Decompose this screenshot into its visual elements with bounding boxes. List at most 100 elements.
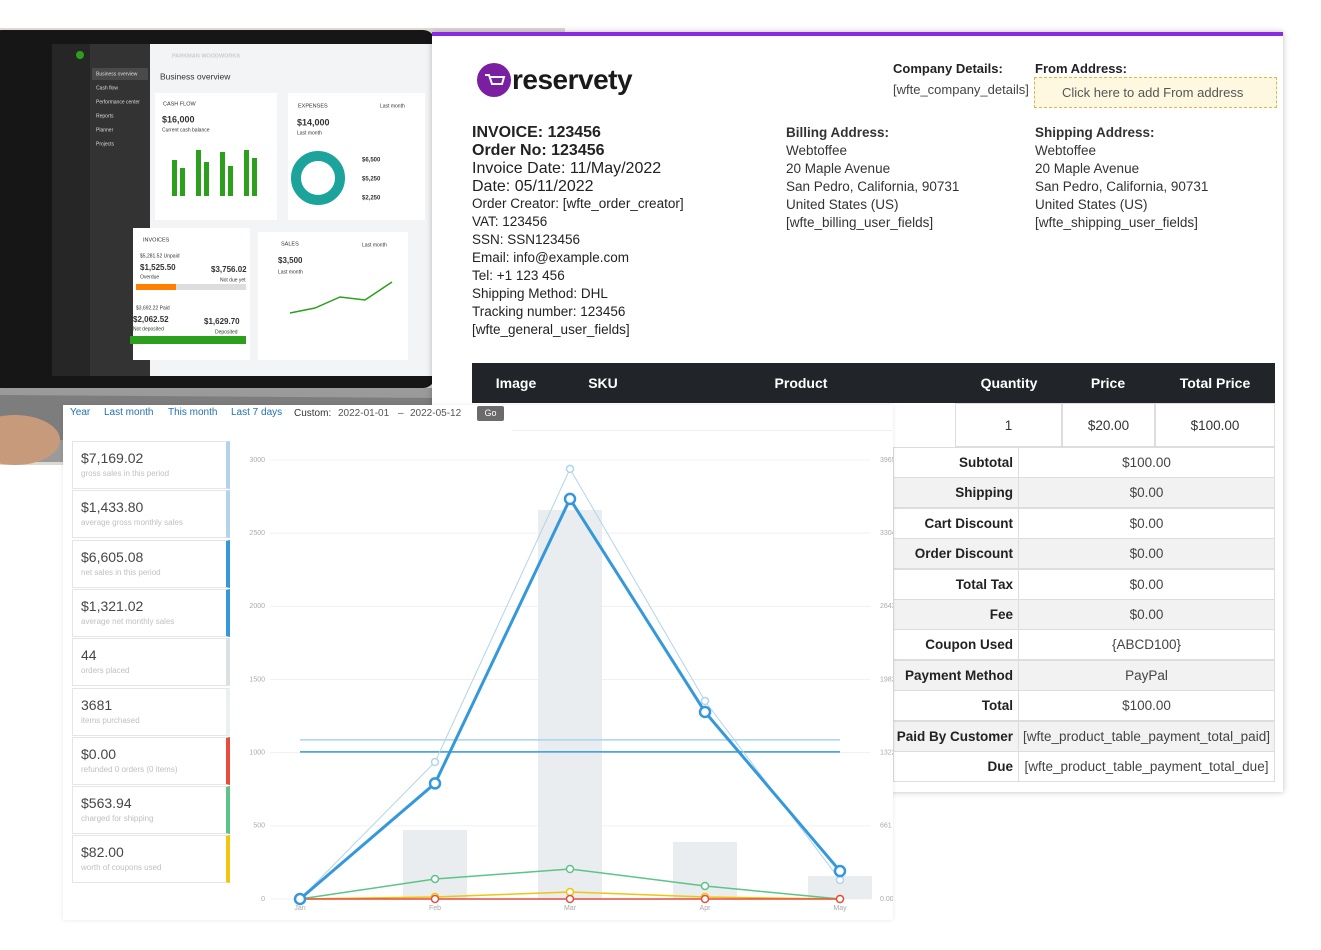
table-header-cell: Quantity xyxy=(980,375,1038,391)
company-value: [wfte_company_details] xyxy=(893,82,1029,97)
cash-bars xyxy=(172,150,257,196)
totals-value: $0.00 xyxy=(1129,515,1164,531)
shipping-line: San Pedro, California, 90731 xyxy=(1035,179,1209,194)
end-date: 2022-05-12 xyxy=(410,408,462,419)
stat-value: $6,605.08 xyxy=(81,548,144,565)
totals-value: PayPal xyxy=(1125,667,1168,683)
totals-label: Shipping xyxy=(955,485,1013,501)
series-point xyxy=(698,705,712,719)
totals-label-cell xyxy=(893,507,1019,539)
range-link[interactable]: Last month xyxy=(104,407,154,418)
table-header-cell: Total Price xyxy=(1179,375,1251,391)
stat-value: $0.00 xyxy=(81,745,117,762)
dashboard-text: $5,250 xyxy=(362,177,381,183)
totals-label: Payment Method xyxy=(904,667,1013,683)
x-tick-label: Apr xyxy=(700,905,712,912)
stat-value: $1,433.80 xyxy=(81,499,144,516)
from-label: From Address: xyxy=(1035,61,1127,76)
invoice-detail: Order No: 123456 xyxy=(472,142,605,159)
range-link[interactable]: This month xyxy=(168,407,218,418)
totals-value-cell xyxy=(1018,447,1275,478)
dashboard-text: $16,000 xyxy=(162,114,195,124)
stat-box xyxy=(72,588,230,637)
bar-track xyxy=(136,284,246,290)
dashboard-text: Last month xyxy=(278,269,303,275)
x-tick-label: May xyxy=(833,905,847,912)
logo-dot xyxy=(76,51,84,59)
y-tick-label: 0 xyxy=(261,896,265,903)
stat-label: worth of coupons used xyxy=(81,863,162,873)
bar xyxy=(808,876,872,899)
y2-tick-label: 0.00 xyxy=(880,896,893,903)
invoice-detail: Shipping Method: DHL xyxy=(472,286,608,301)
table-cell xyxy=(1155,403,1275,447)
dashboard-text: Last month xyxy=(362,242,387,248)
stat-label: average net monthly sales xyxy=(81,616,175,626)
totals-label-cell xyxy=(893,477,1019,509)
hand xyxy=(0,415,60,465)
range-link[interactable]: Year xyxy=(70,407,91,418)
from-button[interactable] xyxy=(1034,77,1277,108)
go-button[interactable] xyxy=(477,406,504,421)
y-tick-label: 2500 xyxy=(249,530,265,537)
totals-value: $0.00 xyxy=(1129,607,1164,622)
totals-value: [wfte_product_table_payment_total_due] xyxy=(1024,759,1269,774)
totals-label: Total Tax xyxy=(955,576,1013,592)
table-header-cell: Price xyxy=(1090,375,1126,391)
series-point xyxy=(430,874,440,884)
invoice-detail: Order Creator: [wfte_order_creator] xyxy=(472,196,684,211)
dashboard-text: $1,525.50 xyxy=(140,263,176,272)
billing-line: 20 Maple Avenue xyxy=(786,161,891,176)
y-tick-label: 500 xyxy=(253,823,265,830)
toolbar-line xyxy=(512,430,892,431)
y2-tick-label: 1322 xyxy=(880,749,893,756)
dashboard-text: INVOICES xyxy=(143,237,170,243)
bar-overdue xyxy=(136,284,176,290)
shipping-line: 20 Maple Avenue xyxy=(1035,161,1140,176)
y-tick-label: 2000 xyxy=(249,603,265,610)
series-point xyxy=(430,757,440,767)
totals-value: $0.00 xyxy=(1129,546,1164,562)
x-tick-label: Mar xyxy=(564,905,577,912)
stat-value: $7,169.02 xyxy=(81,450,144,466)
stat-box xyxy=(72,835,230,884)
dashboard-text: Last month xyxy=(380,103,405,109)
stat-box xyxy=(72,490,230,539)
table-header xyxy=(472,363,1275,403)
bar xyxy=(538,509,602,899)
y-tick-label: 1500 xyxy=(249,676,265,683)
dashboard-text: Current cash balance xyxy=(162,127,210,133)
range-link[interactable]: Last 7 days xyxy=(231,407,283,418)
dashboard-text: Not deposited xyxy=(133,326,164,332)
logo-text: reservety xyxy=(512,64,633,95)
y2-tick-label: 3965 xyxy=(880,457,893,464)
totals-value: $0.00 xyxy=(1129,576,1164,592)
table-cell xyxy=(955,403,1062,447)
billing-line: [wfte_billing_user_fields] xyxy=(786,215,934,230)
sales-line xyxy=(289,281,393,314)
stat-label: refunded 0 orders (0 items) xyxy=(81,764,178,774)
date-dash: – xyxy=(398,408,404,419)
stat-label: net sales in this period xyxy=(81,567,161,577)
dashboard-text: $5,281.52 Unpaid xyxy=(140,253,180,259)
custom-label: Custom: xyxy=(294,408,332,419)
bar-deposited xyxy=(130,336,246,344)
from-button-text[interactable]: Click here to add From address xyxy=(1062,85,1244,100)
bar xyxy=(403,829,467,899)
stat-label: gross sales in this period xyxy=(81,469,170,478)
table-cell xyxy=(1062,403,1155,447)
totals-value-cell xyxy=(1018,751,1275,782)
totals-label: Coupon Used xyxy=(925,637,1013,653)
series-point xyxy=(565,887,575,897)
billing-line: Billing Address: xyxy=(786,125,890,140)
bar xyxy=(673,841,737,899)
totals-value: $100.00 xyxy=(1122,455,1171,470)
card xyxy=(258,232,408,360)
y-tick-label: 1000 xyxy=(249,750,265,757)
totals-label: Fee xyxy=(989,607,1013,622)
dashboard-text: Last month xyxy=(297,130,322,136)
x-tick-label: Jan xyxy=(294,905,305,912)
